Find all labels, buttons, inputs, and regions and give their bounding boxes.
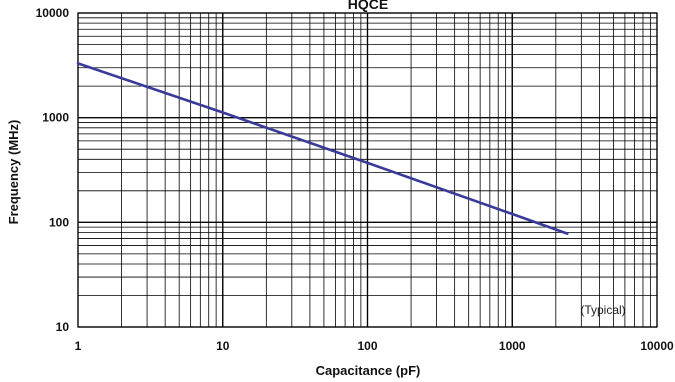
ticks-layer: 1 10 100 1000 10000 10 100 1000 10000 <box>36 6 674 353</box>
y-tick-label: 1000 <box>42 111 69 125</box>
grid <box>77 12 658 328</box>
y-tick-label: 10000 <box>36 6 70 20</box>
x-tick-label: 10000 <box>640 339 674 353</box>
chart-title: HQCE <box>348 0 388 12</box>
typical-annotation: (Typical) <box>580 303 625 317</box>
x-tick-label: 1000 <box>499 339 526 353</box>
y-tick-label: 100 <box>49 215 69 229</box>
x-axis-label: Capacitance (pF) <box>316 363 421 378</box>
x-tick-label: 10 <box>216 339 230 353</box>
series-line <box>76 62 569 235</box>
y-tick-label: 10 <box>56 320 70 334</box>
series-layer <box>76 62 569 235</box>
x-tick-label: 100 <box>357 339 377 353</box>
x-tick-label: 1 <box>75 339 82 353</box>
y-axis-label: Frequency (MHz) <box>6 120 21 225</box>
plot-frame <box>77 12 658 328</box>
